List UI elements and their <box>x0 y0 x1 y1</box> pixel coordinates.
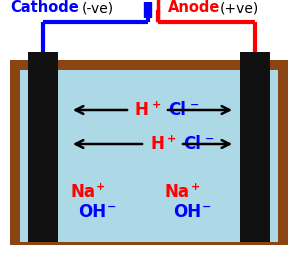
Text: +: + <box>96 182 105 192</box>
Text: +: + <box>152 100 161 110</box>
Bar <box>10 60 288 245</box>
Text: Cathode: Cathode <box>10 1 79 15</box>
Text: H: H <box>135 101 149 119</box>
Text: OH: OH <box>78 203 106 221</box>
Text: Na: Na <box>70 183 95 201</box>
Text: OH: OH <box>173 203 201 221</box>
Text: +: + <box>167 134 176 144</box>
Text: +: + <box>191 182 200 192</box>
Text: Na: Na <box>165 183 190 201</box>
Text: Cl: Cl <box>183 135 201 153</box>
Text: Cl: Cl <box>168 101 186 119</box>
Text: −: − <box>107 202 117 212</box>
Text: −: − <box>205 134 214 144</box>
Text: −: − <box>202 202 211 212</box>
Text: H: H <box>150 135 164 153</box>
Text: Anode: Anode <box>168 1 221 15</box>
Bar <box>240 52 270 242</box>
Text: −: − <box>190 100 199 110</box>
Bar <box>28 52 58 242</box>
Text: (+ve): (+ve) <box>220 1 259 15</box>
Text: (-ve): (-ve) <box>82 1 114 15</box>
Bar <box>20 70 278 242</box>
